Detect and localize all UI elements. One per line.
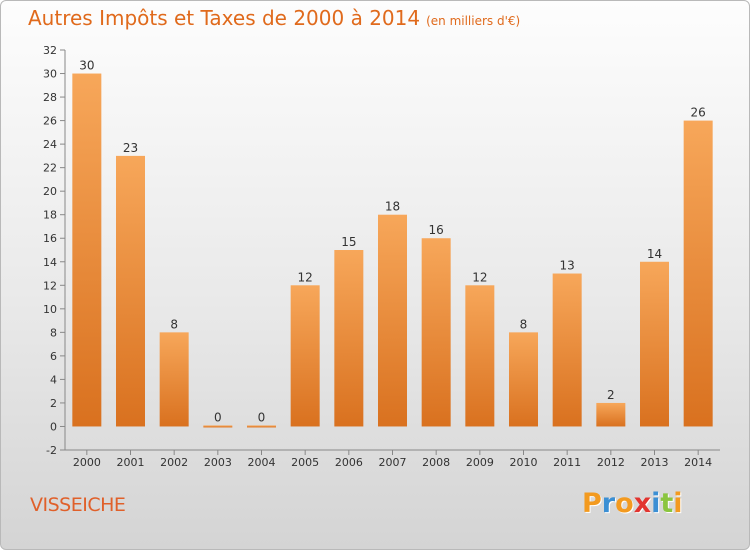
x-tick-label: 2000 bbox=[73, 456, 101, 469]
chart-title-text: Autres Impôts et Taxes de 2000 à 2014 bbox=[28, 6, 421, 30]
bar-2002 bbox=[159, 332, 189, 427]
data-label-2009: 12 bbox=[472, 270, 487, 284]
bar-2008 bbox=[421, 238, 451, 427]
y-tick-label: 22 bbox=[43, 162, 57, 175]
commune-name: VISSEICHE bbox=[30, 494, 126, 516]
bar-2012 bbox=[596, 402, 626, 427]
logo-letter: P bbox=[582, 488, 602, 519]
x-tick-label: 2005 bbox=[291, 456, 319, 469]
x-tick-label: 2014 bbox=[684, 456, 712, 469]
data-label-2005: 12 bbox=[298, 270, 313, 284]
proxiti-logo: Proxiti bbox=[582, 488, 683, 519]
bar-2004 bbox=[247, 425, 276, 428]
data-label-2012: 2 bbox=[607, 388, 615, 402]
x-tick-label: 2010 bbox=[510, 456, 538, 469]
y-tick-label: 24 bbox=[43, 138, 57, 151]
y-tick-label: 12 bbox=[43, 279, 57, 292]
data-label-2014: 26 bbox=[691, 106, 706, 120]
y-tick-label: 20 bbox=[43, 185, 57, 198]
y-tick-label: 8 bbox=[50, 326, 57, 339]
bar-2014 bbox=[683, 120, 713, 427]
x-tick-label: 2006 bbox=[335, 456, 363, 469]
data-label-2000: 30 bbox=[79, 59, 94, 73]
x-tick-label: 2001 bbox=[117, 456, 145, 469]
y-tick-label: 14 bbox=[43, 256, 57, 269]
logo-letter: t bbox=[660, 488, 674, 519]
y-tick-label: 0 bbox=[50, 420, 57, 433]
x-tick-label: 2007 bbox=[379, 456, 407, 469]
x-tick-label: 2004 bbox=[248, 456, 276, 469]
bar-2006 bbox=[334, 250, 364, 427]
data-label-2002: 8 bbox=[170, 317, 178, 331]
data-label-2007: 18 bbox=[385, 200, 400, 214]
x-tick-label: 2013 bbox=[641, 456, 669, 469]
data-label-2001: 23 bbox=[123, 141, 138, 155]
bar-2009 bbox=[465, 285, 495, 427]
bar-2007 bbox=[378, 214, 407, 427]
x-tick-label: 2002 bbox=[160, 456, 188, 469]
y-tick-label: 4 bbox=[50, 373, 57, 386]
data-label-2004: 0 bbox=[258, 410, 266, 424]
data-label-2013: 14 bbox=[647, 247, 662, 261]
bar-2011 bbox=[552, 273, 582, 427]
y-tick-label: 2 bbox=[50, 397, 57, 410]
bar-2000 bbox=[72, 73, 102, 427]
y-tick-label: 30 bbox=[43, 68, 57, 81]
bar-2005 bbox=[290, 285, 320, 427]
y-tick-label: -2 bbox=[46, 444, 57, 457]
bar-2010 bbox=[509, 332, 538, 427]
y-tick-label: 6 bbox=[50, 350, 57, 363]
logo-letter: i bbox=[651, 488, 661, 519]
x-tick-label: 2009 bbox=[466, 456, 494, 469]
x-tick-label: 2003 bbox=[204, 456, 232, 469]
x-tick-label: 2008 bbox=[422, 456, 450, 469]
logo-letter: r bbox=[601, 488, 616, 519]
data-label-2006: 15 bbox=[341, 235, 356, 249]
y-tick-label: 26 bbox=[43, 115, 57, 128]
bar-2003 bbox=[203, 425, 233, 428]
logo-letter: x bbox=[633, 488, 652, 519]
bar-2001 bbox=[116, 155, 145, 427]
bar-2013 bbox=[640, 261, 669, 427]
chart-unit: (en milliers d'€) bbox=[426, 14, 521, 28]
chart-title: Autres Impôts et Taxes de 2000 à 2014 (en… bbox=[28, 6, 520, 30]
data-label-2008: 16 bbox=[429, 223, 444, 237]
y-tick-label: 28 bbox=[43, 91, 57, 104]
logo-letter: o bbox=[615, 488, 634, 519]
data-label-2010: 8 bbox=[520, 317, 528, 331]
x-tick-label: 2011 bbox=[553, 456, 581, 469]
data-label-2011: 13 bbox=[560, 259, 575, 273]
x-tick-label: 2012 bbox=[597, 456, 625, 469]
y-tick-label: 10 bbox=[43, 303, 57, 316]
logo-letter: i bbox=[673, 488, 683, 519]
y-tick-label: 32 bbox=[43, 44, 57, 57]
y-tick-label: 18 bbox=[43, 209, 57, 222]
y-tick-label: 16 bbox=[43, 232, 57, 245]
data-label-2003: 0 bbox=[214, 410, 222, 424]
